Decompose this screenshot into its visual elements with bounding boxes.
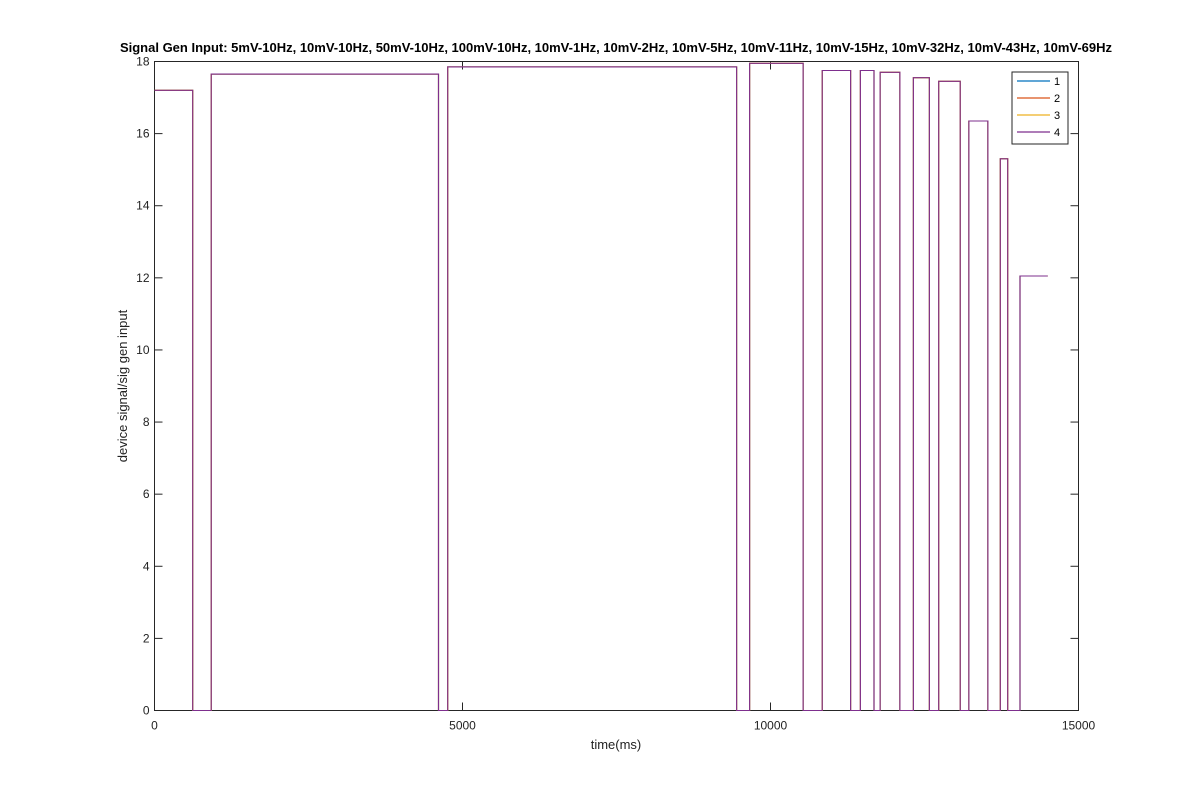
x-axis-label: time(ms) bbox=[591, 737, 642, 752]
y-tick-label: 2 bbox=[143, 631, 150, 645]
legend: 1 2 3 4 bbox=[1011, 71, 1069, 145]
y-tick-label: 8 bbox=[143, 415, 150, 429]
legend-label: 3 bbox=[1054, 110, 1060, 122]
y-tick-label: 6 bbox=[143, 487, 150, 501]
y-tick-label: 0 bbox=[143, 704, 150, 718]
x-tick-label: 15000 bbox=[1062, 719, 1096, 733]
chart-title: Signal Gen Input: 5mV-10Hz, 10mV-10Hz, 5… bbox=[120, 40, 1113, 55]
legend-label: 4 bbox=[1054, 127, 1060, 139]
y-tick-label: 18 bbox=[136, 55, 150, 69]
plot-area bbox=[154, 61, 1079, 711]
series-line-4 bbox=[154, 62, 1048, 712]
series-lines bbox=[154, 62, 1048, 712]
y-tick-label: 10 bbox=[136, 343, 150, 357]
legend-label: 1 bbox=[1054, 76, 1060, 88]
y-tick-label: 16 bbox=[136, 127, 150, 141]
y-axis-label: device signal/sig gen input bbox=[115, 309, 130, 462]
x-tick-label: 0 bbox=[151, 719, 158, 733]
y-tick-label: 14 bbox=[136, 199, 150, 213]
legend-label: 2 bbox=[1054, 93, 1060, 105]
y-tick-label: 4 bbox=[143, 559, 150, 573]
y-tick-label: 12 bbox=[136, 271, 150, 285]
x-tick-label: 10000 bbox=[754, 719, 788, 733]
x-tick-label: 5000 bbox=[449, 719, 476, 733]
